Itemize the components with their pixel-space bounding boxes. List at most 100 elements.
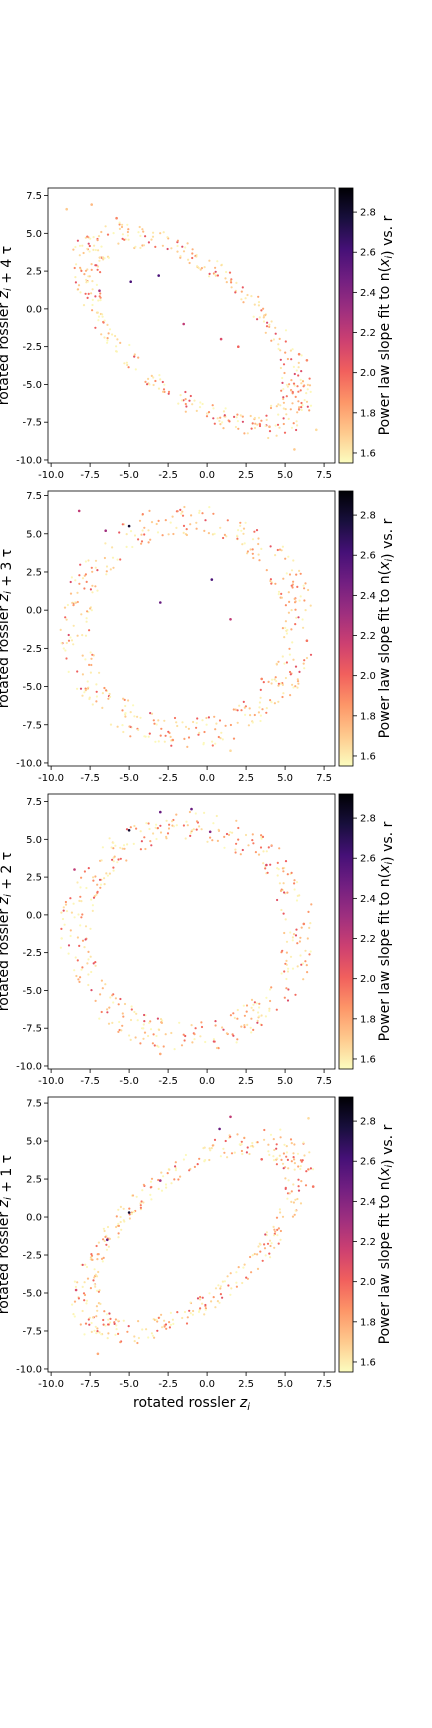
scatter-point [85, 620, 88, 623]
scatter-point [166, 236, 169, 239]
scatter-point [279, 1136, 282, 1139]
scatter-point [297, 682, 300, 685]
y-tick-label: 7.5 [26, 1099, 42, 1110]
scatter-point [103, 1239, 106, 1243]
y-tick-label: -5.0 [22, 380, 42, 391]
scatter-point [157, 387, 161, 390]
scatter-point [153, 1336, 156, 1339]
scatter-point [267, 436, 270, 440]
scatter-point [285, 987, 288, 990]
scatter-point [136, 1019, 139, 1022]
scatter-point [201, 1302, 204, 1305]
scatter-point [215, 722, 218, 725]
y-tick-label: -2.5 [22, 948, 42, 959]
scatter-point [87, 559, 90, 562]
scatter-point [144, 847, 147, 851]
colorbar-tick-label: 1.8 [360, 1014, 376, 1025]
scatter-point [257, 416, 261, 419]
scatter-point [240, 290, 243, 293]
scatter-point [97, 249, 100, 252]
scatter-point [264, 1254, 267, 1257]
scatter-point [256, 1019, 259, 1023]
scatter-point [290, 1142, 293, 1145]
scatter-point [281, 695, 284, 699]
scatter-point [160, 727, 163, 730]
scatter-point [218, 1127, 221, 1131]
scatter-point [260, 419, 263, 422]
scatter-point [252, 1003, 255, 1006]
scatter-point [176, 244, 179, 248]
x-tick-label: -2.5 [158, 1076, 178, 1087]
scatter-point [192, 1309, 195, 1313]
scatter-point [246, 293, 249, 297]
scatter-point [84, 1322, 88, 1325]
scatter-point [281, 376, 284, 380]
scatter-point [277, 682, 280, 685]
scatter-point [301, 380, 305, 383]
scatter-point [137, 231, 140, 234]
scatter-point [156, 1329, 159, 1332]
scatter-point [181, 510, 184, 513]
scatter-point [234, 425, 237, 429]
scatter-point [198, 511, 201, 514]
scatter-point [90, 292, 93, 295]
scatter-point [133, 1010, 136, 1014]
scatter-point [150, 238, 153, 241]
scatter-point [277, 1227, 280, 1230]
scatter-point [84, 938, 87, 941]
scatter-point [102, 1227, 105, 1230]
scatter-point [196, 265, 199, 268]
scatter-point [118, 1020, 121, 1024]
scatter-point [208, 506, 211, 509]
scatter-point [224, 277, 227, 280]
scatter-point [191, 1313, 194, 1316]
scatter-point [278, 337, 281, 340]
scatter-point [197, 266, 200, 270]
scatter-point [253, 530, 256, 533]
scatter-point [67, 670, 70, 674]
scatter-point [241, 848, 244, 852]
scatter-point [72, 624, 75, 627]
scatter-point [116, 558, 119, 561]
scatter-point [73, 969, 76, 972]
scatter-point [269, 999, 272, 1003]
y-tick-label: 2.5 [26, 1175, 42, 1186]
scatter-point [155, 837, 158, 841]
scatter-point [202, 1147, 205, 1150]
scatter-point [270, 986, 273, 989]
scatter-point [290, 569, 294, 572]
scatter-point [282, 397, 285, 401]
scatter-point [239, 853, 242, 856]
scatter-point [188, 810, 191, 814]
scatter-point [229, 618, 232, 621]
scatter-point [95, 1332, 98, 1335]
scatter-point [106, 1008, 109, 1011]
scatter-point [204, 519, 207, 522]
scatter-point [234, 291, 237, 294]
scatter-point [181, 514, 185, 517]
scatter-point [150, 1177, 154, 1180]
x-tick-label: -5.0 [119, 1076, 139, 1087]
scatter-point [186, 242, 189, 245]
scatter-point [186, 745, 189, 749]
scatter-point [284, 557, 287, 560]
scatter-point [282, 422, 285, 426]
y-axis-label: rotated rossler zi + 1 τ [0, 1155, 15, 1314]
scatter-point [119, 1205, 122, 1208]
scatter-point [97, 299, 100, 302]
scatter-point [264, 424, 267, 428]
scatter-point [286, 891, 289, 894]
scatter-point [133, 355, 136, 358]
scatter-point [273, 702, 276, 705]
scatter-point [142, 1183, 145, 1186]
scatter-point [127, 366, 130, 369]
scatter-point [112, 860, 115, 863]
scatter-point [212, 407, 215, 410]
scatter-point [253, 416, 256, 420]
scatter-point [167, 730, 170, 733]
scatter-point [277, 590, 281, 593]
scatter-point [152, 231, 155, 234]
scatter-point [80, 916, 83, 919]
scatter-point [132, 704, 135, 707]
scatter-point [148, 1021, 151, 1024]
